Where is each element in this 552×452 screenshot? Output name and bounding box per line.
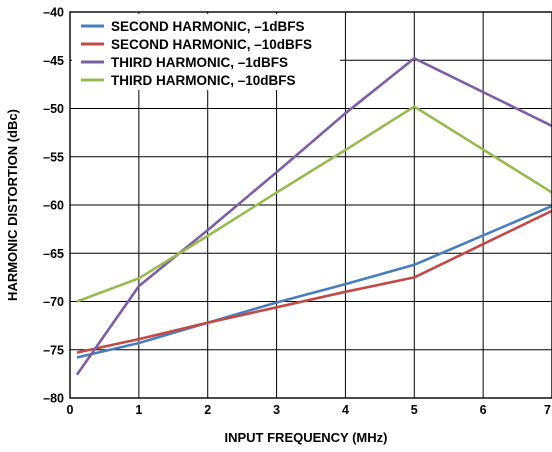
x-axis-label: INPUT FREQUENCY (MHz) [225,430,388,445]
x-tick-label: 4 [342,403,349,417]
y-tick-label: –40 [43,6,64,20]
series-line-1 [76,204,552,359]
legend-background [72,14,340,90]
series-lines [75,56,552,376]
legend-entry: THIRD HARMONIC, –10dBFS [111,73,296,88]
y-tick-label: –60 [43,199,64,213]
legend-entry: SECOND HARMONIC, –10dBFS [111,37,312,52]
legend: SECOND HARMONIC, –1dBFS SECOND HARMONIC, … [72,14,340,90]
plot-frame [69,11,552,399]
grid [69,11,552,399]
y-tick-label: –45 [43,54,64,68]
legend-entry: THIRD HARMONIC, –1dBFS [111,55,288,70]
y-tick-label: –75 [43,343,64,357]
legend-entry: SECOND HARMONIC, –1dBFS [111,19,305,34]
y-tick-label: –80 [43,392,64,406]
x-tick-label: 0 [67,403,74,417]
y-tick-label: –70 [43,295,64,309]
x-tick-labels: 0 1 2 3 4 5 6 7 [67,403,552,417]
series-line-2 [76,209,552,354]
y-tick-label: –55 [43,150,64,164]
x-tick-label: 5 [411,403,418,417]
x-tick-label: 6 [480,403,487,417]
x-tick-label: 7 [544,403,551,417]
x-tick-label: 3 [273,403,280,417]
y-tick-label: –65 [43,247,64,261]
series-line-4 [76,105,552,303]
series-line-3 [75,56,552,376]
x-tick-label: 1 [135,403,142,417]
y-tick-label: –50 [43,102,64,116]
x-tick-label: 2 [204,403,211,417]
y-axis-label: HARMONIC DISTORTION (dBc) [5,109,20,301]
y-tick-labels: –40 –45 –50 –55 –60 –65 –70 –75 –80 [43,6,64,406]
